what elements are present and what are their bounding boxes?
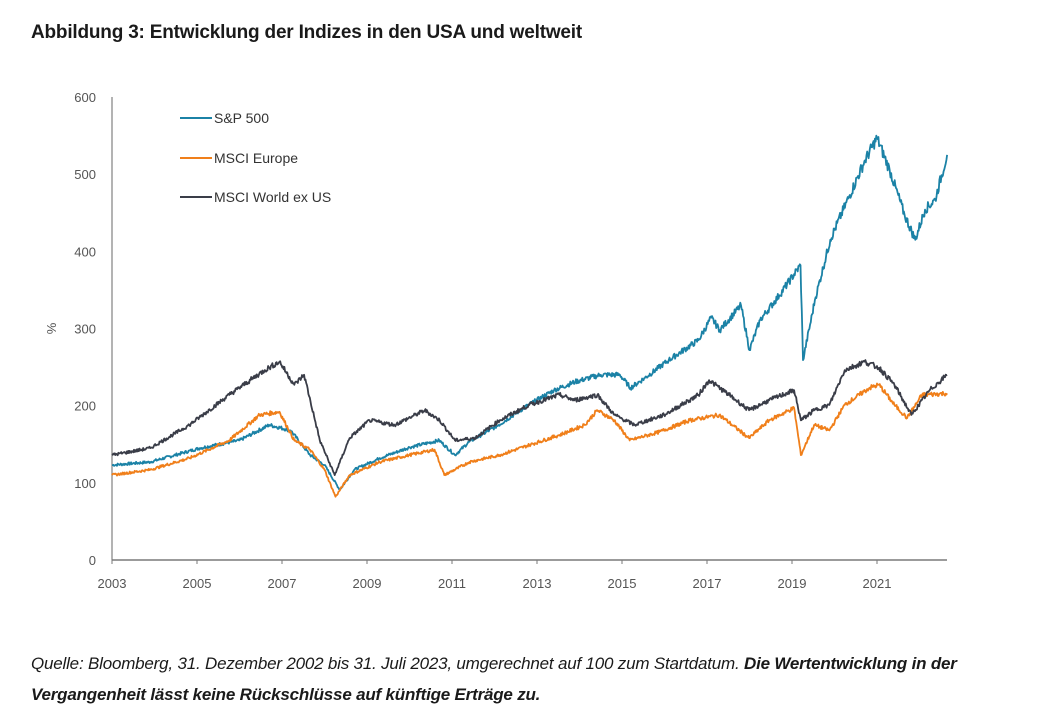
legend-label: MSCI World ex US xyxy=(214,189,331,205)
figure-caption: Quelle: Bloomberg, 31. Dezember 2002 bis… xyxy=(31,648,1021,710)
y-tick-label: 200 xyxy=(74,399,96,414)
y-tick-label: 300 xyxy=(74,322,96,337)
performance-disclaimer: Die Wertentwicklung in der Vergangenheit… xyxy=(31,654,957,704)
series-line-msci-world-ex-us xyxy=(111,359,948,476)
series-group xyxy=(111,134,948,498)
x-tick-label: 2003 xyxy=(98,576,127,591)
x-tick-label: 2019 xyxy=(778,576,807,591)
y-tick-label: 600 xyxy=(74,90,96,105)
y-tick-label: 500 xyxy=(74,167,96,182)
x-tick-label: 2021 xyxy=(863,576,892,591)
legend-label: S&P 500 xyxy=(214,110,269,126)
x-tick-label: 2007 xyxy=(268,576,297,591)
x-tick-label: 2005 xyxy=(183,576,212,591)
y-tick-label: 0 xyxy=(89,553,96,568)
y-axis: 0 100 200 300 400 500 600% xyxy=(44,90,113,568)
series-line-msci-europe xyxy=(111,382,948,498)
x-tick-label: 2011 xyxy=(438,576,466,591)
y-tick-label: 100 xyxy=(74,476,96,491)
y-axis-label: % xyxy=(44,322,59,334)
x-tick-label: 2017 xyxy=(693,576,722,591)
x-tick-label: 2009 xyxy=(353,576,382,591)
x-axis: 2003 2005 2007 2009 2011 2013 2015 2017 2019 2021 xyxy=(98,559,947,591)
figure-title: Abbildung 3: Entwicklung der Indizes in … xyxy=(31,22,582,43)
legend-label: MSCI Europe xyxy=(214,150,298,166)
x-tick-label: 2015 xyxy=(608,576,637,591)
y-tick-label: 400 xyxy=(74,244,96,259)
x-tick-label: 2013 xyxy=(523,576,552,591)
legend: S&P 500 MSCI Europe MSCI World ex US xyxy=(180,110,331,205)
line-chart: 0 100 200 300 400 500 600% 2003 2005 2007 2009 201… xyxy=(44,90,948,591)
source-note: Quelle: Bloomberg, 31. Dezember 2002 bis… xyxy=(31,654,745,673)
